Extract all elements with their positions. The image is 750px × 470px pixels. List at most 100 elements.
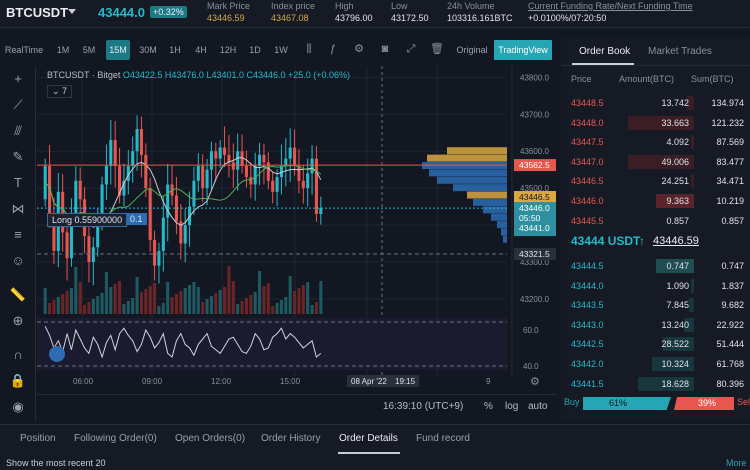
- log-toggle[interactable]: log: [505, 401, 519, 412]
- time-axis-bar: 16:39:10 (UTC+9) % log auto: [37, 394, 557, 420]
- ask-sum: 34.471: [716, 176, 744, 187]
- bid-row[interactable]: 43442.5 28.522 51.444: [561, 335, 750, 354]
- view-tradingview-button[interactable]: TradingView: [494, 40, 552, 60]
- bid-row[interactable]: 43443.0 13.240 22.922: [561, 316, 750, 335]
- ruler-icon[interactable]: 📏: [9, 287, 27, 302]
- volume-bar: [214, 293, 218, 314]
- tab-order-history[interactable]: Order History: [261, 433, 321, 444]
- tab-order-details[interactable]: Order Details: [339, 433, 398, 444]
- zoom-in-icon[interactable]: ⊕: [12, 313, 24, 328]
- candle-body: [109, 140, 113, 166]
- volume-bar: [236, 304, 240, 314]
- timeframe-12h[interactable]: 12H: [219, 45, 237, 55]
- auto-toggle[interactable]: auto: [528, 401, 548, 412]
- ask-row[interactable]: 43447.0 49.006 83.477: [561, 153, 750, 172]
- timeframe-1w[interactable]: 1W: [274, 45, 288, 55]
- timeframe-5m[interactable]: 5M: [82, 45, 96, 55]
- tab-order-book[interactable]: Order Book: [579, 46, 631, 57]
- volume-bar: [319, 281, 323, 314]
- mark-price-tag: 43446.5: [519, 192, 550, 202]
- crosshair-icon[interactable]: +: [14, 71, 22, 86]
- timeframe-1h[interactable]: 1H: [169, 45, 181, 55]
- candle-body: [61, 191, 65, 233]
- eye-icon[interactable]: ◉: [12, 399, 24, 414]
- timeframe-1d[interactable]: 1D: [249, 45, 261, 55]
- price-chart[interactable]: 43800.043700.043600.043500.043400.043300…: [37, 66, 557, 394]
- volume-bar: [262, 286, 266, 314]
- tab-position[interactable]: Position: [20, 433, 56, 444]
- volume-profile-bar: [473, 198, 507, 206]
- magnet-icon[interactable]: ∩: [13, 347, 23, 362]
- bid-sum: 61.768: [716, 359, 744, 369]
- bid-row[interactable]: 43442.0 10.324 61.768: [561, 355, 750, 374]
- lock-icon[interactable]: 🔒: [9, 373, 27, 388]
- text-icon[interactable]: T: [14, 175, 22, 190]
- bid-row[interactable]: 43441.5 18.628 80.396: [561, 375, 750, 394]
- bid-amount: 10.324: [661, 359, 689, 369]
- pattern-icon[interactable]: ⋈: [11, 201, 25, 216]
- chevron-down-icon[interactable]: [68, 9, 76, 14]
- camera-icon[interactable]: ◙: [381, 43, 389, 55]
- bid-row[interactable]: 43444.0 1.090 1.837: [561, 277, 750, 296]
- emoji-icon[interactable]: ☺: [11, 253, 25, 268]
- bid-price: 43443.0: [571, 319, 604, 330]
- candle-body: [227, 154, 231, 163]
- stat-label[interactable]: Current Funding Rate/Next Funding Time: [528, 1, 693, 11]
- tab-open-orders[interactable]: Open Orders(0): [175, 433, 246, 444]
- candle-body: [113, 140, 117, 166]
- volume-bar: [183, 288, 187, 314]
- timeframe-15m[interactable]: 15M: [106, 40, 130, 60]
- bid-row[interactable]: 43443.5 7.845 9.682: [561, 296, 750, 315]
- percent-toggle[interactable]: %: [484, 401, 493, 412]
- more-link[interactable]: More: [726, 458, 747, 468]
- measure-icon[interactable]: ≡: [14, 227, 22, 242]
- ask-price: 43446.0: [571, 196, 604, 206]
- volume-bar: [61, 294, 65, 314]
- candle-body: [196, 166, 200, 181]
- volume-profile-bar: [429, 169, 507, 177]
- brush-icon[interactable]: ✎: [12, 149, 24, 164]
- current-price-tag: 43446.0: [519, 203, 550, 213]
- timeframe-4h[interactable]: 4H: [195, 45, 207, 55]
- timeframe-1m[interactable]: 1M: [56, 45, 70, 55]
- ask-row[interactable]: 43448.0 33.663 121.232: [561, 114, 750, 133]
- symbol-selector[interactable]: BTCUSDT: [6, 5, 69, 20]
- position-label[interactable]: Long 0.55900000: [47, 213, 128, 227]
- indicator-icon[interactable]: ⫼: [306, 43, 312, 55]
- ask-price: 43446.5: [571, 176, 604, 187]
- stat-value: +0.0100%/07:20:50: [528, 13, 607, 23]
- position-price-tag-bg: [514, 248, 556, 261]
- candle-body: [231, 162, 235, 170]
- ask-row[interactable]: 43447.5 4.092 87.569: [561, 133, 750, 152]
- trendline-icon[interactable]: ⟋: [13, 97, 23, 112]
- volume-bar: [205, 299, 209, 314]
- ask-price: 43448.0: [571, 117, 604, 128]
- settings-icon[interactable]: ⚙: [354, 43, 364, 55]
- candle-body: [262, 154, 266, 163]
- tab-market-trades[interactable]: Market Trades: [648, 46, 712, 57]
- sell-label: Sell: [737, 397, 750, 407]
- ask-row[interactable]: 43448.5 13.742 134.974: [561, 94, 750, 113]
- indicator-count-toggle[interactable]: ⌄ 7: [47, 85, 73, 98]
- fullscreen-icon[interactable]: ⤢: [406, 43, 416, 55]
- price-tick-label: 43300.0: [520, 258, 549, 267]
- ask-row[interactable]: 43446.0 9.363 10.219: [561, 192, 750, 211]
- stat-funding[interactable]: Current Funding Rate/Next Funding Time +0…: [528, 1, 693, 23]
- volume-bar: [301, 285, 305, 314]
- indicators-fx-icon[interactable]: ƒ: [329, 43, 337, 55]
- timeframe-30m[interactable]: 30M: [139, 45, 157, 55]
- timeframe-realtime[interactable]: RealTime: [4, 45, 44, 55]
- volume-profile-bar: [483, 206, 507, 214]
- tab-fund-record[interactable]: Fund record: [416, 433, 470, 444]
- bid-row[interactable]: 43444.5 0.747 0.747: [561, 257, 750, 276]
- ask-row[interactable]: 43446.5 24.251 34.471: [561, 172, 750, 191]
- ask-row[interactable]: 43445.5 0.857 0.857: [561, 212, 750, 231]
- delete-icon[interactable]: 🗑: [430, 43, 444, 55]
- stat-label: Index price: [271, 1, 316, 11]
- position-price-tag: 43321.5: [519, 249, 550, 259]
- view-original-button[interactable]: Original: [456, 45, 488, 55]
- volume-bar: [166, 282, 170, 314]
- tab-following-order[interactable]: Following Order(0): [74, 433, 157, 444]
- fib-icon[interactable]: ⫻: [14, 123, 22, 138]
- stat-mark-price: Mark Price 43446.59: [207, 1, 250, 23]
